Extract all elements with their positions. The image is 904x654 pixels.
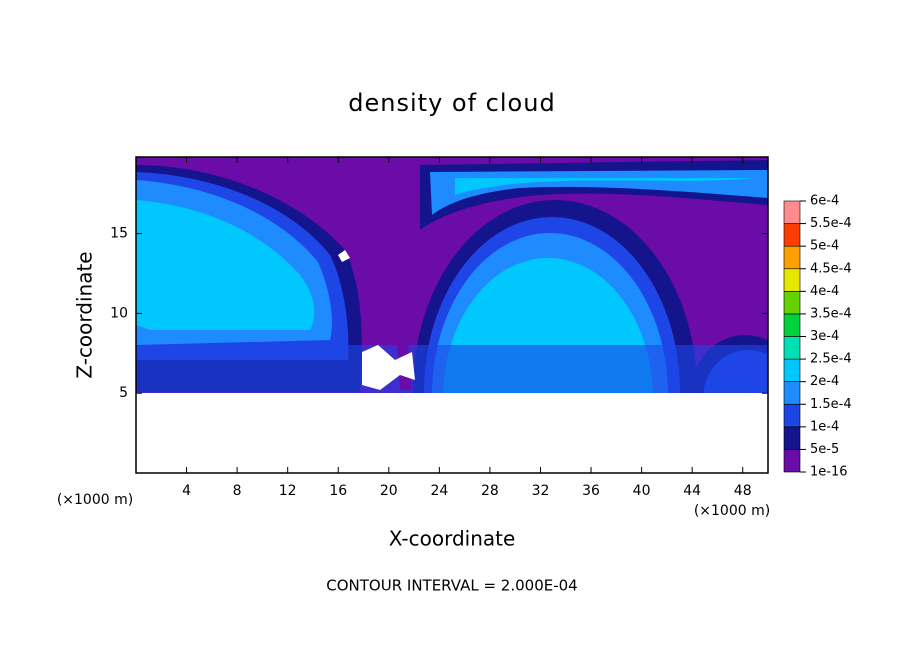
x-tick-label: 36 bbox=[582, 483, 600, 499]
x-tick-label: 28 bbox=[481, 483, 499, 499]
colorbar-label: 1e-16 bbox=[810, 465, 848, 480]
colorbar-box bbox=[783, 403, 801, 428]
colorbar-label: 6e-4 bbox=[810, 194, 839, 209]
colorbar-box bbox=[783, 336, 801, 360]
colorbar-box bbox=[783, 245, 801, 270]
colorbar-box bbox=[783, 200, 801, 224]
colorbar-label: 5e-4 bbox=[810, 239, 839, 254]
y-unit-label: (×1000 m) bbox=[57, 492, 133, 508]
colorbar-label: 3e-4 bbox=[810, 329, 839, 344]
x-tick-label: 32 bbox=[532, 483, 550, 499]
x-tick-label: 12 bbox=[279, 483, 297, 499]
x-tick-label: 44 bbox=[683, 483, 701, 499]
x-tick-label: 8 bbox=[233, 483, 242, 499]
x-axis-label: X-coordinate bbox=[389, 527, 516, 551]
footnote: CONTOUR INTERVAL = 2.000E-04 bbox=[326, 577, 577, 595]
y-tick-label: 10 bbox=[110, 305, 128, 321]
colorbar-label: 1e-4 bbox=[810, 419, 839, 434]
colorbar-label: 1.5e-4 bbox=[810, 397, 852, 412]
x-tick-label: 20 bbox=[380, 483, 398, 499]
colorbar-box bbox=[783, 291, 801, 315]
colorbar-box bbox=[783, 223, 801, 247]
colorbar-box bbox=[783, 449, 801, 473]
colorbar-label: 2e-4 bbox=[810, 374, 839, 389]
colorbar-label: 4e-4 bbox=[810, 284, 839, 299]
colorbar-box bbox=[783, 358, 801, 382]
colorbar-box bbox=[783, 426, 801, 450]
plot-frame bbox=[135, 156, 769, 474]
x-tick-label: 4 bbox=[182, 483, 191, 499]
colorbar-label: 3.5e-4 bbox=[810, 306, 852, 321]
colorbar-label: 4.5e-4 bbox=[810, 261, 852, 276]
colorbar-box bbox=[783, 381, 801, 405]
y-tick-label: 5 bbox=[119, 385, 128, 401]
x-tick-label: 16 bbox=[329, 483, 347, 499]
colorbar-label: 5e-5 bbox=[810, 442, 839, 457]
x-tick-label: 48 bbox=[734, 483, 752, 499]
colorbar-box bbox=[783, 313, 801, 337]
y-tick-label: 15 bbox=[110, 226, 128, 242]
colorbar-label: 5.5e-4 bbox=[810, 216, 852, 231]
contour-field bbox=[136, 157, 768, 473]
colorbar-label: 2.5e-4 bbox=[810, 352, 852, 367]
chart-title: density of cloud bbox=[348, 89, 555, 117]
x-tick-label: 24 bbox=[430, 483, 448, 499]
x-tick-label: 40 bbox=[633, 483, 651, 499]
y-axis-label: Z-coordinate bbox=[73, 251, 97, 378]
x-unit-label: (×1000 m) bbox=[694, 503, 770, 519]
colorbar-box bbox=[783, 268, 801, 292]
